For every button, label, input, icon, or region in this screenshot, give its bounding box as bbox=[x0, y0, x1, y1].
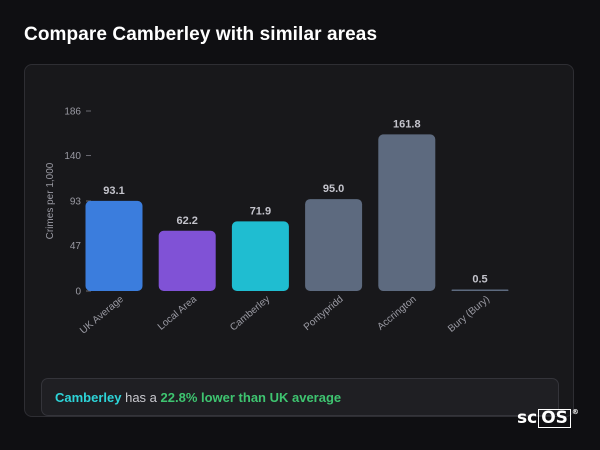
bar-value-label: 0.5 bbox=[472, 274, 487, 286]
logo-text-b: OS bbox=[538, 408, 571, 428]
bar-chart: Crimes per 1,000 0 47 93 140 186 93.1 UK Averag… bbox=[45, 107, 509, 337]
bar-value-label: 95.0 bbox=[323, 183, 344, 195]
x-tick-label: Accrington bbox=[375, 294, 418, 333]
bar-camberley bbox=[231, 221, 289, 291]
bar-pontypridd bbox=[305, 199, 363, 291]
logo-registered-mark: ® bbox=[571, 408, 579, 416]
y-tick-label: 47 bbox=[70, 241, 82, 252]
summary-difference: 22.8% lower than UK average bbox=[160, 389, 342, 405]
y-axis-label: Crimes per 1,000 bbox=[45, 162, 56, 239]
x-tick-label: Local Area bbox=[156, 294, 200, 333]
summary-area-name: Camberley bbox=[55, 389, 122, 405]
y-tick-label: 93 bbox=[70, 197, 82, 208]
chart-card: Crimes per 1,000 0 47 93 140 186 93.1 UK Averag… bbox=[24, 64, 574, 417]
x-tick-label: Pontypridd bbox=[302, 294, 346, 333]
bar-local-area bbox=[158, 230, 216, 291]
x-tick-label: Camberley bbox=[228, 294, 272, 334]
y-tick-label: 186 bbox=[64, 107, 81, 118]
bar-value-label: 62.2 bbox=[176, 215, 197, 227]
page-title: Compare Camberley with similar areas bbox=[24, 24, 378, 45]
x-tick-label: UK Average bbox=[78, 294, 126, 337]
y-tick-label: 140 bbox=[64, 151, 81, 162]
y-tick-label: 0 bbox=[75, 287, 81, 298]
x-tick-label: Bury (Bury) bbox=[446, 294, 492, 335]
bar-value-label: 161.8 bbox=[393, 118, 421, 130]
comparison-summary: Camberley has a 22.8% lower than UK aver… bbox=[41, 378, 559, 416]
bar-value-label: 93.1 bbox=[103, 185, 124, 197]
summary-text: has a bbox=[121, 389, 161, 405]
bar-accrington bbox=[378, 134, 436, 291]
bar-bury-bury- bbox=[451, 289, 509, 291]
bar-uk-average bbox=[85, 200, 143, 291]
logo-text-a: sc bbox=[517, 408, 538, 428]
scos-logo: sc OS ® bbox=[517, 408, 579, 428]
bar-value-label: 71.9 bbox=[250, 205, 271, 217]
